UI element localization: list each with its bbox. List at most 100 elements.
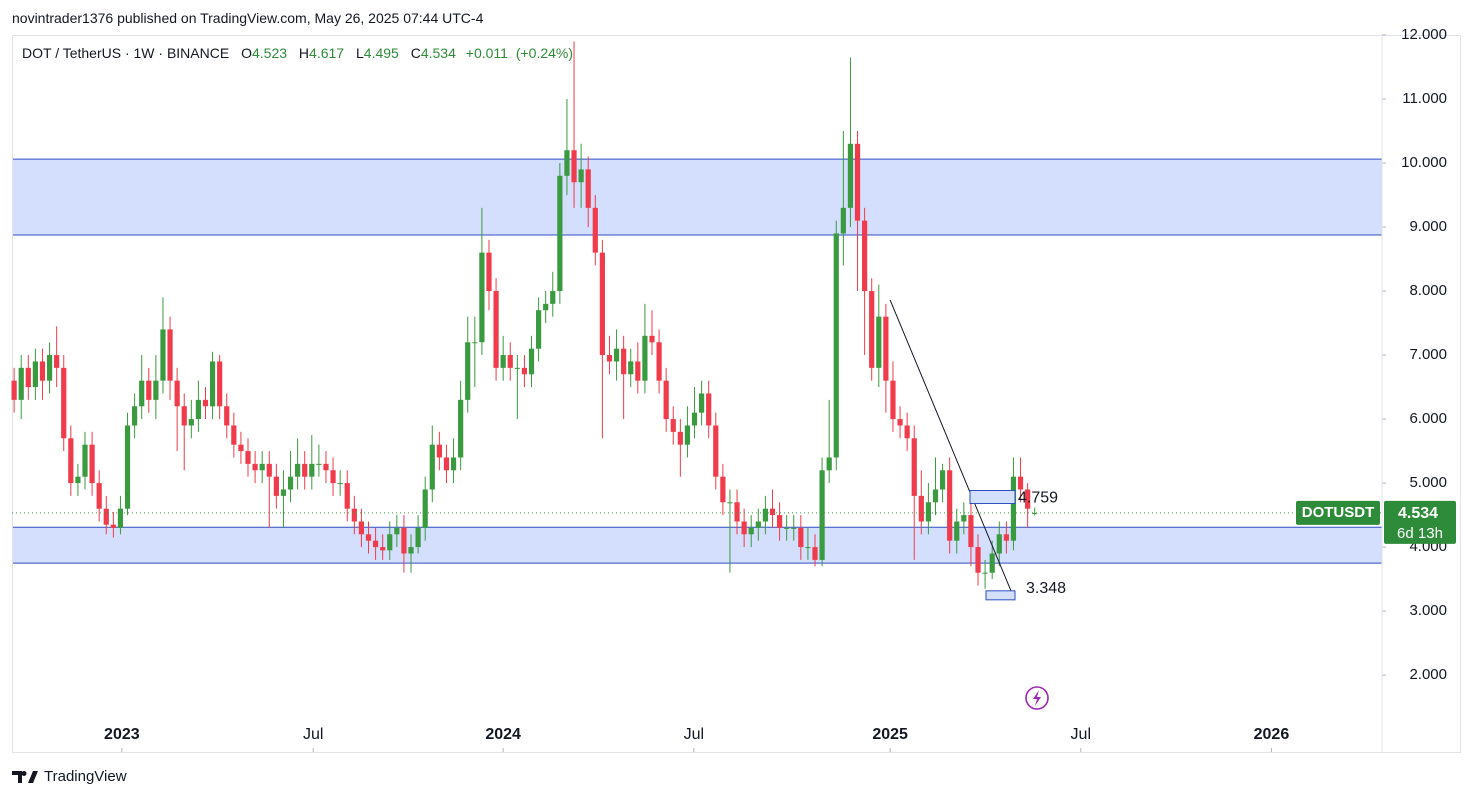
candle-body xyxy=(323,463,329,471)
ohlc-label: H xyxy=(298,45,310,61)
candle-body xyxy=(642,335,648,381)
candle-body xyxy=(961,515,967,522)
candle-body xyxy=(897,419,903,426)
price-tag xyxy=(1384,500,1456,544)
candle-body xyxy=(110,524,116,528)
ohlc-value: 4.495 xyxy=(363,45,399,61)
candle-body xyxy=(124,425,131,509)
candle-body xyxy=(947,470,953,541)
candle-body xyxy=(160,329,166,381)
candle-body xyxy=(287,476,294,490)
x-tick-label: Jul xyxy=(684,726,704,743)
candle-body xyxy=(202,399,209,407)
candle-body xyxy=(493,291,499,368)
x-tick-label: Jul xyxy=(1071,726,1091,743)
candle-body xyxy=(776,515,783,528)
y-tick-label: 12.000 xyxy=(1401,26,1447,43)
x-tick-label: 2024 xyxy=(485,726,521,743)
x-tick-label: 2025 xyxy=(872,726,908,743)
candle-body xyxy=(195,399,201,420)
candle-body xyxy=(174,380,180,407)
annotation-box xyxy=(969,490,1016,505)
candle-body xyxy=(380,547,386,551)
annotation-label: 3.348 xyxy=(1026,580,1066,597)
candle-body xyxy=(543,303,549,311)
candle-body xyxy=(422,489,428,528)
candle-body xyxy=(245,451,251,464)
candle-body xyxy=(706,393,712,426)
candle-body xyxy=(826,457,832,471)
candle-body xyxy=(209,361,216,407)
candle-body xyxy=(309,463,315,477)
footer: TradingView xyxy=(12,768,127,785)
x-tick-label: Jul xyxy=(303,726,323,743)
candle-body xyxy=(1017,476,1024,490)
candle-body xyxy=(25,367,31,388)
candle-body xyxy=(372,540,379,548)
candle-body xyxy=(954,521,960,541)
candle-body xyxy=(557,175,563,292)
candle-body xyxy=(840,207,846,234)
candle-body xyxy=(486,252,492,292)
candle-body xyxy=(649,335,655,343)
candle-body xyxy=(869,291,875,368)
candle-body xyxy=(387,534,393,551)
candle-body xyxy=(167,329,173,381)
x-tick-label: 2026 xyxy=(1254,726,1290,743)
candle-body xyxy=(564,150,570,176)
candle-body xyxy=(550,291,556,304)
candle-body xyxy=(925,502,932,522)
candle-body xyxy=(847,143,854,208)
candle-body xyxy=(61,367,67,439)
candle-body xyxy=(458,399,464,458)
candle-body xyxy=(500,355,506,368)
candle-body xyxy=(535,310,542,349)
y-tick-label: 5.000 xyxy=(1409,474,1447,491)
candle-body xyxy=(741,521,747,535)
candle-body xyxy=(18,367,24,400)
candle-body xyxy=(238,444,244,452)
candle-body xyxy=(337,483,343,485)
zone xyxy=(13,527,1382,564)
candle-body xyxy=(982,572,988,574)
candle-body xyxy=(996,534,1002,554)
candle-body xyxy=(54,355,60,368)
candle-body xyxy=(691,412,698,426)
candle-body xyxy=(408,547,414,554)
candle-body xyxy=(762,508,768,522)
candle-body xyxy=(713,425,719,477)
candle-body xyxy=(592,207,598,253)
annotation-box xyxy=(985,590,1016,601)
candle-body xyxy=(890,380,896,420)
candle-body xyxy=(443,457,450,471)
candle-body xyxy=(989,553,995,573)
candle-body xyxy=(621,348,627,375)
candle-body xyxy=(358,521,365,535)
alert-icon[interactable] xyxy=(1025,686,1049,710)
brand-logo xyxy=(12,770,38,783)
candle-body xyxy=(146,380,152,400)
candle-body xyxy=(89,444,95,484)
candle-body xyxy=(1003,534,1009,541)
candle-body xyxy=(812,547,818,560)
candle-body xyxy=(1032,512,1038,514)
price-tag-value: 4.534 xyxy=(1398,505,1438,522)
publisher-header: novintrader1376 published on TradingView… xyxy=(12,10,484,26)
zone xyxy=(13,159,1382,236)
candle-body xyxy=(82,444,88,477)
symbol-title: DOT / TetherUS · 1W · BINANCE xyxy=(22,45,230,61)
candle-body xyxy=(436,444,442,458)
candle-body xyxy=(266,463,272,477)
x-tick-label: 2023 xyxy=(104,726,140,743)
candle-body xyxy=(606,355,613,362)
candle-body xyxy=(1010,476,1017,541)
change-percent: (+0.24%) xyxy=(515,45,574,61)
ohlc-value: 4.523 xyxy=(251,45,288,61)
candle-body xyxy=(344,483,350,509)
y-tick-label: 2.000 xyxy=(1409,666,1447,683)
candle-body xyxy=(302,463,308,477)
candle-body xyxy=(833,233,839,458)
candle-body xyxy=(656,342,662,381)
